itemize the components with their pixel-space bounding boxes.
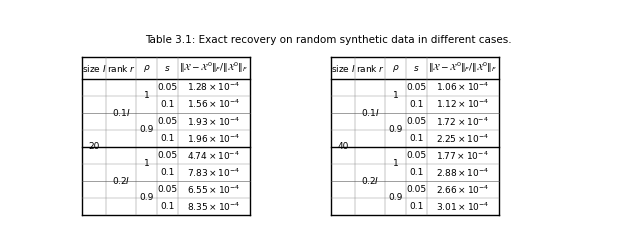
Text: 0.9: 0.9: [140, 193, 154, 202]
Text: 0.05: 0.05: [157, 151, 177, 160]
Text: rank $r$: rank $r$: [107, 62, 136, 74]
Text: $\|\mathcal{X}-\mathcal{X}^0\|_F/\|\mathcal{X}^0\|_F$: $\|\mathcal{X}-\mathcal{X}^0\|_F/\|\math…: [428, 61, 497, 75]
Text: $1.96 \times 10^{-4}$: $1.96 \times 10^{-4}$: [187, 132, 241, 145]
Text: 0.1: 0.1: [160, 202, 175, 211]
Text: 20: 20: [89, 142, 100, 151]
Text: 0.1: 0.1: [160, 100, 175, 109]
Text: 1: 1: [392, 91, 398, 100]
Text: $6.55 \times 10^{-4}$: $6.55 \times 10^{-4}$: [187, 183, 241, 196]
Text: $4.74 \times 10^{-4}$: $4.74 \times 10^{-4}$: [188, 149, 240, 161]
Text: $1.28 \times 10^{-4}$: $1.28 \times 10^{-4}$: [187, 81, 240, 93]
Text: 0.05: 0.05: [157, 117, 177, 126]
Text: 0.05: 0.05: [406, 185, 426, 194]
Text: 0.1: 0.1: [409, 100, 424, 109]
Text: 1: 1: [143, 91, 149, 100]
Text: $1.12 \times 10^{-4}$: $1.12 \times 10^{-4}$: [436, 98, 490, 110]
Text: 0.05: 0.05: [157, 83, 177, 92]
Text: $s$: $s$: [413, 63, 420, 73]
Text: 1: 1: [143, 159, 149, 168]
Text: 0.2$I$: 0.2$I$: [112, 175, 131, 186]
Text: $\rho$: $\rho$: [392, 62, 399, 74]
Text: 1: 1: [392, 159, 398, 168]
Text: size $I$: size $I$: [82, 62, 107, 74]
Text: 0.1: 0.1: [409, 168, 424, 177]
Text: 0.05: 0.05: [406, 117, 426, 126]
Text: $7.83 \times 10^{-4}$: $7.83 \times 10^{-4}$: [187, 166, 240, 179]
Text: 0.05: 0.05: [157, 185, 177, 194]
Text: 0.05: 0.05: [406, 151, 426, 160]
Text: $\rho$: $\rho$: [143, 62, 150, 74]
Text: $\|\mathcal{X}-\mathcal{X}^0\|_F/\|\mathcal{X}^0\|_F$: $\|\mathcal{X}-\mathcal{X}^0\|_F/\|\math…: [179, 61, 248, 75]
Text: $3.01 \times 10^{-4}$: $3.01 \times 10^{-4}$: [436, 200, 490, 213]
Text: $2.25 \times 10^{-4}$: $2.25 \times 10^{-4}$: [436, 132, 489, 145]
Text: 0.1: 0.1: [160, 168, 175, 177]
Text: 0.1$I$: 0.1$I$: [361, 107, 380, 118]
Text: $1.77 \times 10^{-4}$: $1.77 \times 10^{-4}$: [436, 149, 489, 161]
Text: 0.2$I$: 0.2$I$: [361, 175, 380, 186]
Text: 0.9: 0.9: [140, 125, 154, 134]
Text: 0.1: 0.1: [160, 134, 175, 143]
Text: 0.9: 0.9: [388, 193, 403, 202]
Text: rank $r$: rank $r$: [356, 62, 385, 74]
Text: 0.1: 0.1: [409, 134, 424, 143]
Text: Table 3.1: Exact recovery on random synthetic data in different cases.: Table 3.1: Exact recovery on random synt…: [145, 34, 511, 45]
Text: $2.66 \times 10^{-4}$: $2.66 \times 10^{-4}$: [436, 183, 490, 196]
Text: 0.1: 0.1: [409, 202, 424, 211]
Text: size $I$: size $I$: [331, 62, 356, 74]
Text: $2.88 \times 10^{-4}$: $2.88 \times 10^{-4}$: [436, 166, 490, 179]
Text: 0.9: 0.9: [388, 125, 403, 134]
Text: 40: 40: [338, 142, 349, 151]
Text: $1.72 \times 10^{-4}$: $1.72 \times 10^{-4}$: [436, 115, 489, 127]
Text: $8.35 \times 10^{-4}$: $8.35 \times 10^{-4}$: [187, 200, 241, 213]
Text: $s$: $s$: [164, 63, 170, 73]
Text: 0.1$I$: 0.1$I$: [112, 107, 131, 118]
Text: $1.06 \times 10^{-4}$: $1.06 \times 10^{-4}$: [436, 81, 490, 93]
Text: 0.05: 0.05: [406, 83, 426, 92]
Text: $1.56 \times 10^{-4}$: $1.56 \times 10^{-4}$: [187, 98, 241, 110]
Text: $1.93 \times 10^{-4}$: $1.93 \times 10^{-4}$: [187, 115, 241, 127]
